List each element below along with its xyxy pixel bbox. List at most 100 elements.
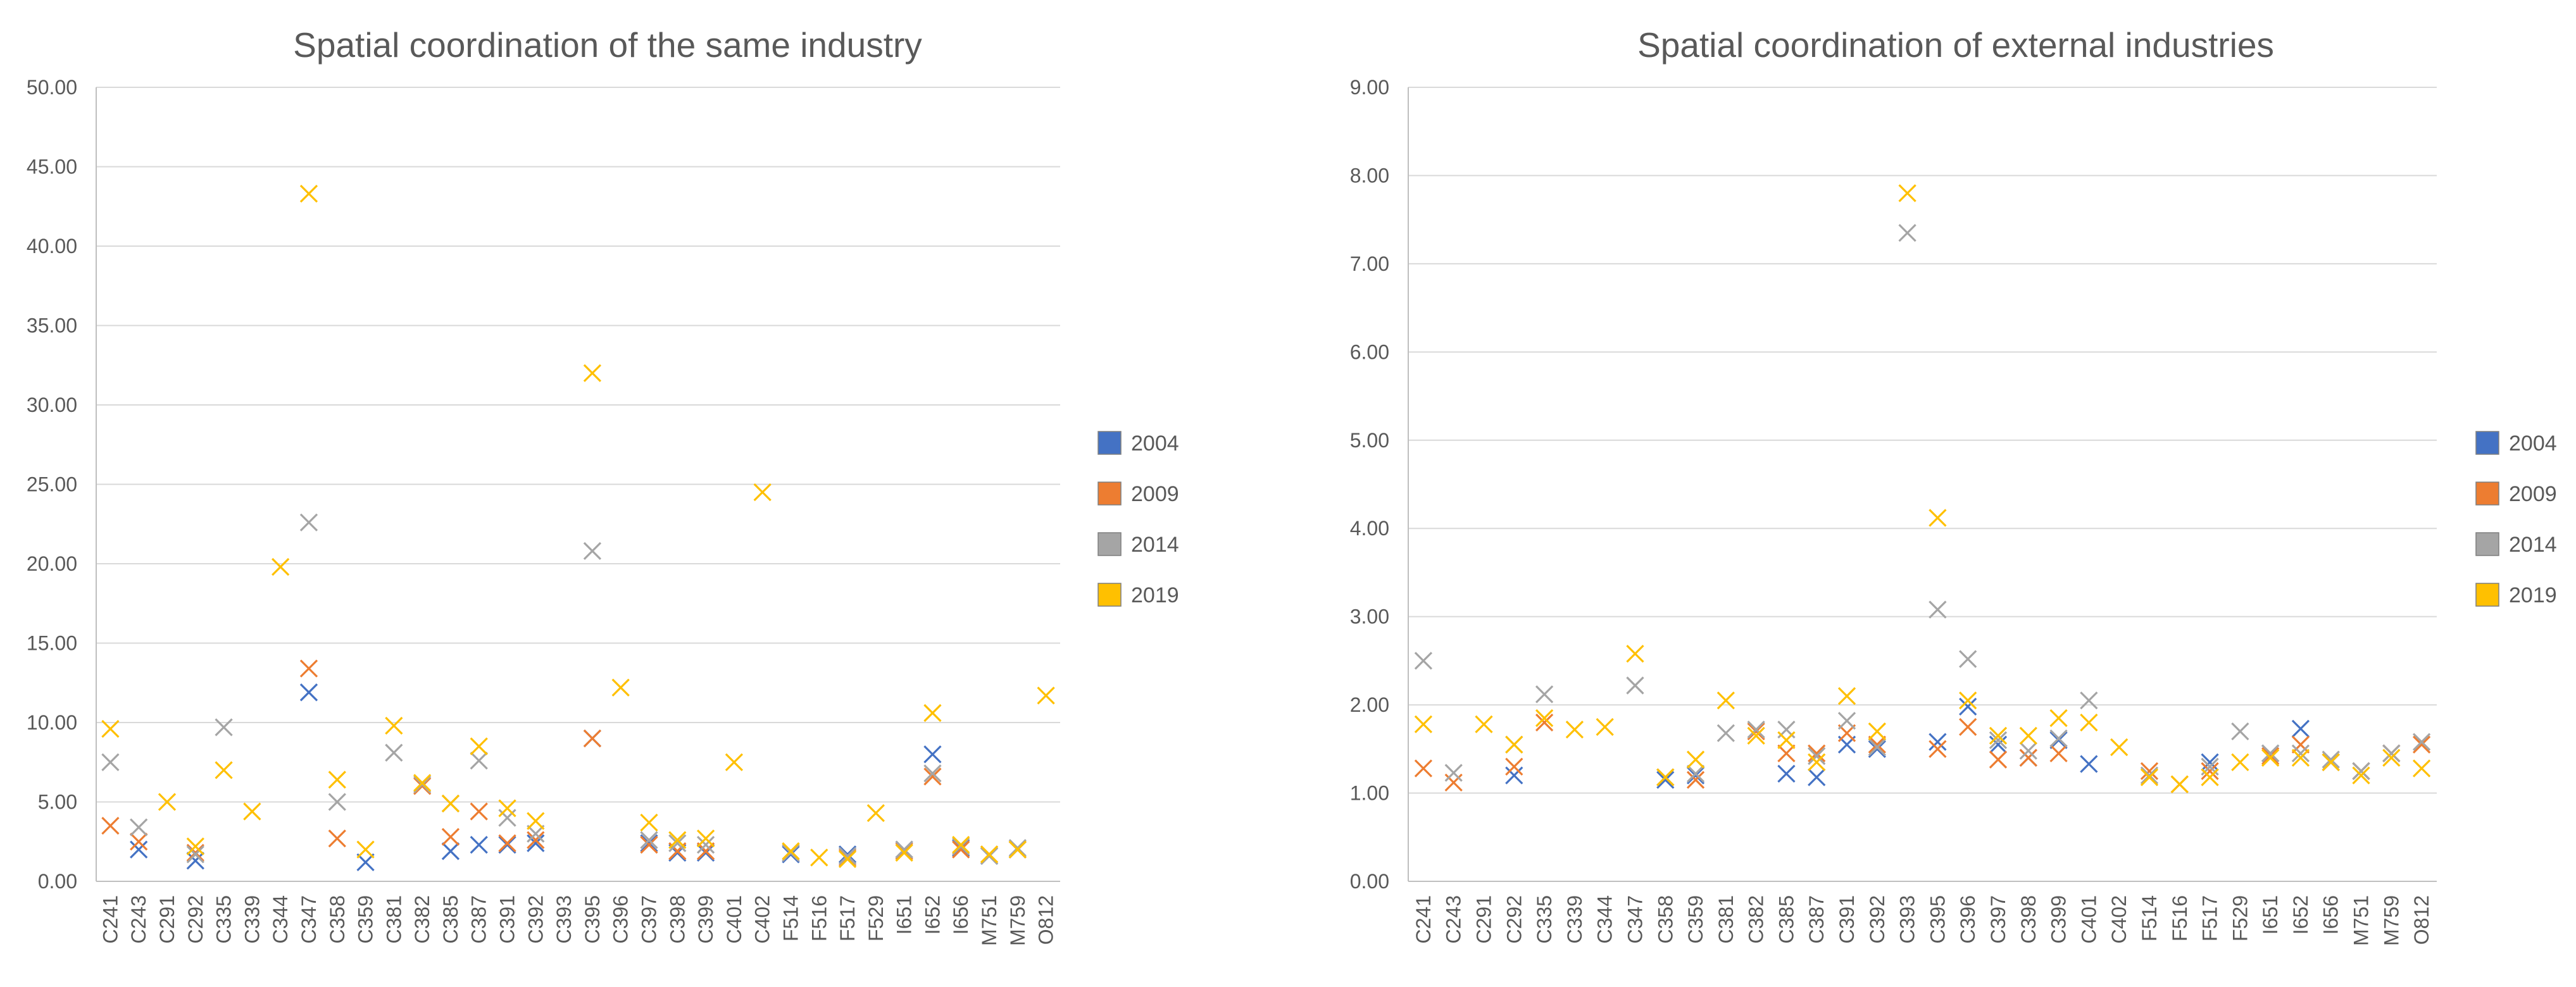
data-point-2019-C395 [1929, 509, 1947, 527]
data-point-2004-F517 [2201, 753, 2219, 771]
data-point-2014-I651 [2261, 744, 2280, 762]
data-point-2019-C402 [2110, 738, 2129, 757]
data-point-2019-C398 [2019, 726, 2037, 745]
data-point-2004-C385 [1777, 764, 1796, 783]
x-tick-label: C401 [2077, 895, 2100, 944]
data-point-2004-F517 [838, 845, 857, 864]
y-tick-label: 0.00 [38, 870, 77, 893]
data-point-2019-I651 [895, 843, 913, 862]
y-tick-label: 40.00 [27, 235, 77, 258]
chart-1: 0.00 5.00 10.00 15.00 20.00 25.00 30.00 35.00 40… [27, 76, 1179, 946]
x-tick-label: C392 [1866, 895, 1889, 944]
y-tick-label: 35.00 [27, 314, 77, 337]
data-point-2009-I651 [2261, 747, 2280, 766]
x-tick-label: F514 [2138, 895, 2161, 941]
x-tick-label: C402 [751, 895, 774, 944]
y-tick-label: 25.00 [27, 473, 77, 496]
x-tick-label: C359 [1684, 895, 1707, 944]
x-tick-label: C391 [1835, 895, 1858, 944]
data-point-2014-I651 [895, 840, 913, 859]
data-point-2009-C241 [1414, 759, 1433, 778]
data-point-2019-I656 [952, 836, 970, 854]
x-tick-label: C344 [269, 895, 292, 944]
data-point-2004-I656 [952, 839, 970, 857]
data-point-2009-C392 [527, 831, 545, 849]
x-tick-label: C358 [1654, 895, 1677, 944]
data-point-2009-C243 [1444, 773, 1463, 791]
x-tick-label: C398 [666, 895, 689, 944]
y-tick-label: 5.00 [1350, 429, 1389, 452]
data-point-2014-C399 [696, 836, 715, 854]
data-point-2009-C397 [640, 836, 658, 854]
legend-label-2004: 2004 [2509, 431, 2557, 456]
data-point-2014-M751 [2352, 762, 2370, 780]
legend-swatch-2009 [2475, 481, 2499, 506]
data-point-2014-C399 [2049, 729, 2068, 748]
data-point-2004-C387 [470, 836, 488, 854]
data-point-2019-C385 [441, 794, 460, 813]
data-point-2014-C387 [1808, 747, 1826, 766]
x-tick-label: C358 [326, 895, 349, 944]
data-point-2009-C391 [498, 834, 516, 852]
x-tick-label: F517 [836, 895, 859, 941]
data-point-2014-C382 [413, 775, 432, 794]
data-point-2009-C382 [413, 777, 432, 795]
data-point-2019-C241 [1414, 715, 1433, 733]
data-point-2019-M759 [1008, 840, 1027, 859]
data-point-2004-C398 [668, 843, 687, 862]
data-point-2014-F514 [2140, 766, 2159, 785]
x-tick-label: C396 [610, 895, 632, 944]
data-point-2019-C381 [385, 716, 403, 735]
data-point-2019-F517 [2201, 768, 2219, 786]
x-tick-label: O812 [1035, 895, 1058, 945]
y-tick-label: 5.00 [38, 791, 77, 814]
x-tick-label: F529 [2229, 895, 2251, 941]
y-tick-label: 7.00 [1350, 252, 1389, 275]
data-point-2004-C391 [498, 836, 516, 854]
data-point-2014-I652 [2291, 744, 2310, 762]
data-point-2019-C392 [527, 812, 545, 830]
data-point-2014-C398 [668, 834, 687, 852]
data-point-2004-C392 [527, 834, 545, 852]
data-point-2009-C395 [1929, 740, 1947, 758]
data-point-2019-C291 [1475, 715, 1493, 733]
data-point-2014-C335 [1535, 685, 1554, 704]
x-tick-label: C401 [723, 895, 746, 944]
data-point-2009-I652 [923, 767, 942, 786]
data-point-2019-C396 [1959, 692, 1977, 710]
data-point-2019-I651 [2261, 748, 2280, 767]
data-point-2009-C387 [470, 802, 488, 821]
y-tick-label: 50.00 [27, 76, 77, 99]
x-tick-label: C399 [694, 895, 717, 944]
data-point-2004-F514 [782, 845, 800, 864]
data-point-2014-C381 [385, 743, 403, 762]
y-tick-label: 4.00 [1350, 517, 1389, 540]
data-point-2019-C344 [1596, 717, 1614, 736]
data-point-2014-C292 [186, 845, 204, 864]
data-point-2009-C387 [1808, 744, 1826, 762]
data-point-2014-C387 [470, 752, 488, 770]
data-point-2014-C241 [101, 753, 120, 771]
data-point-2004-C392 [1868, 740, 1886, 758]
data-point-2014-C393 [1898, 223, 1916, 242]
data-point-2019-C391 [498, 799, 516, 817]
x-tick-label: F516 [2168, 895, 2191, 941]
data-point-2004-C359 [356, 853, 375, 872]
data-point-2004-C358 [1656, 771, 1675, 789]
data-point-2014-F529 [2231, 722, 2249, 741]
data-point-2009-C396 [1959, 717, 1977, 736]
data-point-2009-F514 [2140, 762, 2159, 780]
data-point-2009-C399 [2049, 744, 2068, 762]
y-tick-label: 15.00 [27, 632, 77, 655]
data-point-2014-C241 [1414, 652, 1433, 670]
data-point-2019-C399 [696, 829, 715, 848]
data-point-2004-C347 [299, 683, 318, 702]
data-point-2004-C401 [2080, 755, 2098, 773]
x-tick-label: I656 [949, 895, 972, 934]
y-tick-label: 3.00 [1350, 605, 1389, 628]
data-point-2019-C382 [1747, 726, 1765, 745]
data-point-2014-C395 [583, 542, 602, 561]
data-point-2019-C347 [299, 185, 318, 203]
data-point-2009-C392 [1868, 735, 1886, 754]
